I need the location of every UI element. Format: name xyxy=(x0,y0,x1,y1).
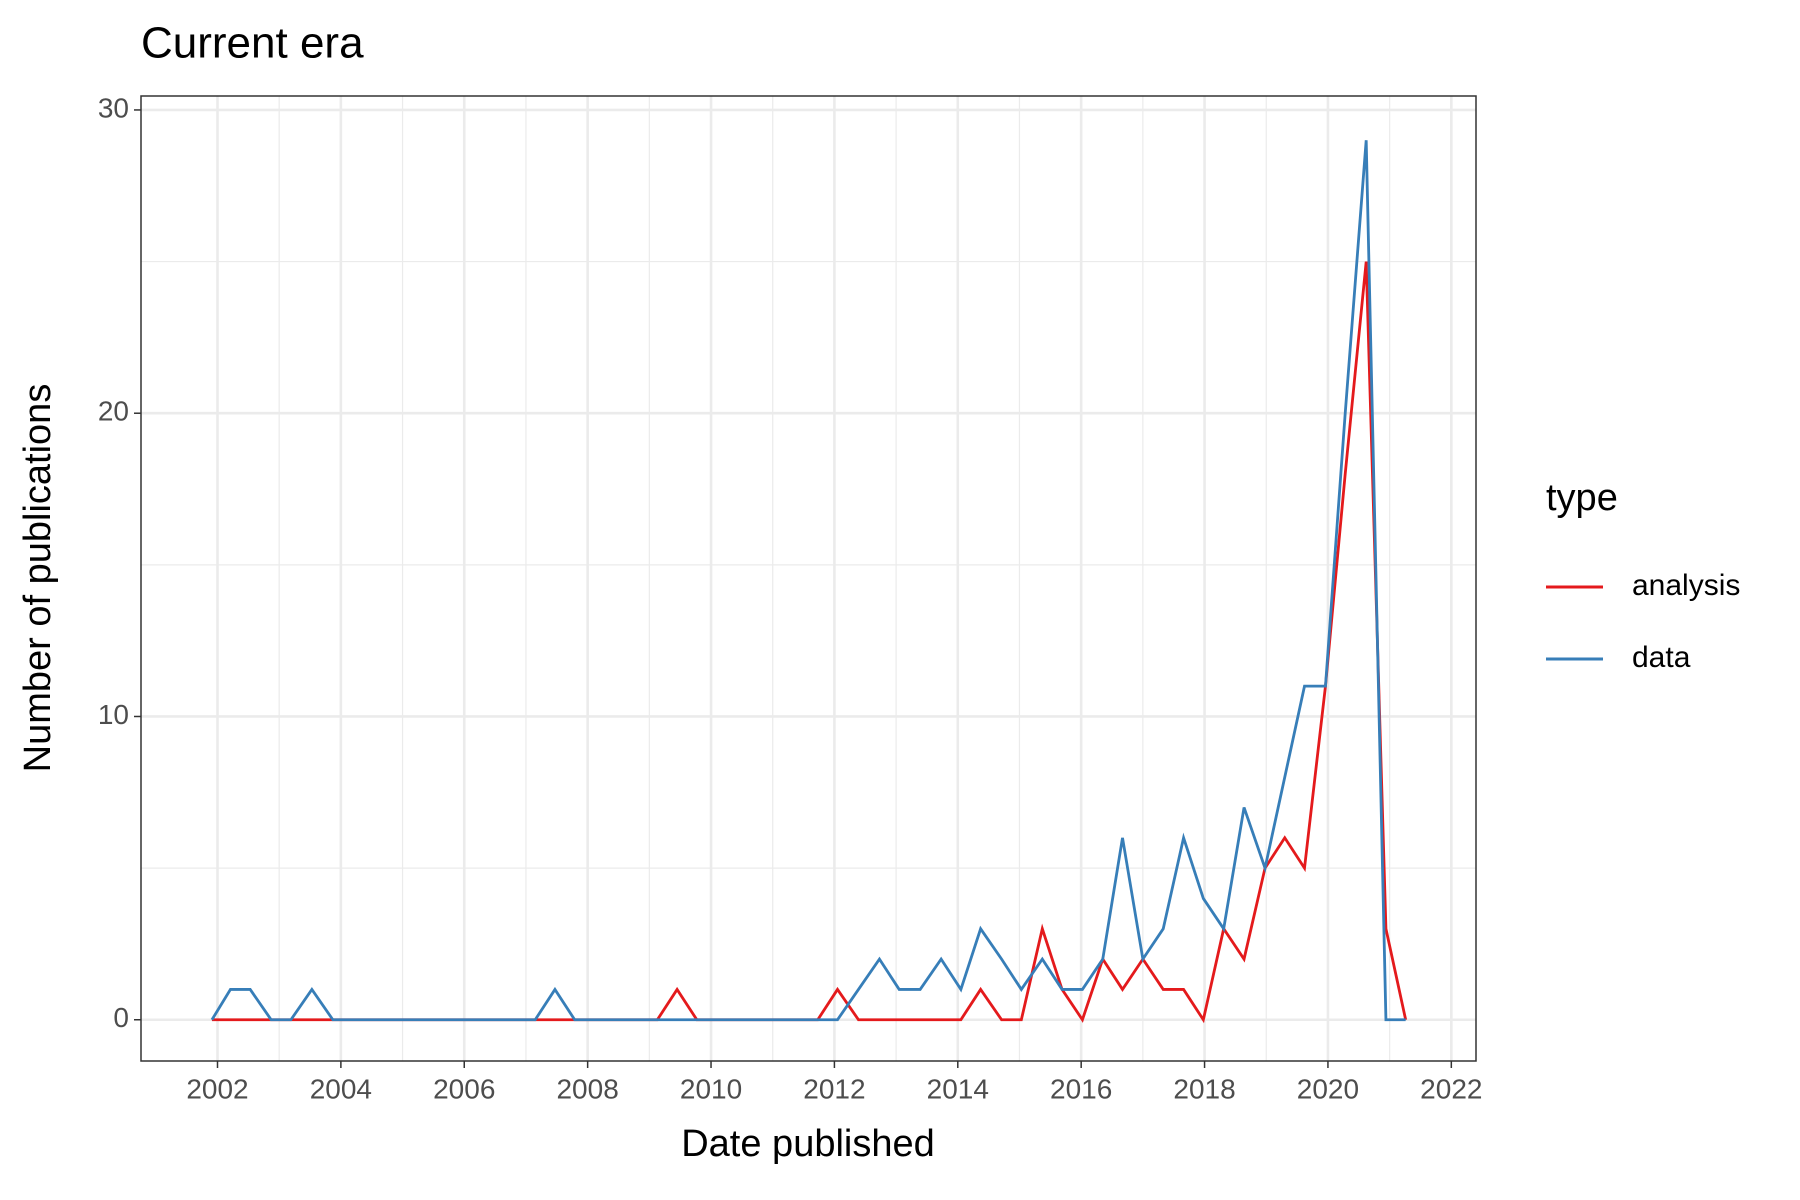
chart-title: Current era xyxy=(141,19,364,68)
x-tick-label: 2002 xyxy=(186,1073,248,1104)
x-tick-label: 2018 xyxy=(1173,1073,1235,1104)
y-axis-label: Number of publications xyxy=(17,384,59,773)
x-tick-label: 2012 xyxy=(803,1073,865,1104)
legend-title: type xyxy=(1546,477,1618,519)
legend-label: data xyxy=(1632,641,1691,674)
y-tick-label: 20 xyxy=(98,396,129,427)
x-tick-label: 2010 xyxy=(680,1073,742,1104)
y-tick-label: 30 xyxy=(98,92,129,123)
x-tick-label: 2016 xyxy=(1050,1073,1112,1104)
x-axis-label: Date published xyxy=(681,1123,935,1165)
x-tick-label: 2020 xyxy=(1297,1073,1359,1104)
line xyxy=(210,140,1406,1022)
y-tick-label: 0 xyxy=(113,1002,129,1033)
x-tick-label: 2004 xyxy=(310,1073,372,1104)
x-tick-label: 2008 xyxy=(556,1073,618,1104)
x-tick-label: 2014 xyxy=(927,1073,989,1104)
x-tick-label: 2022 xyxy=(1420,1073,1482,1104)
x-tick-label: 2006 xyxy=(433,1073,495,1104)
plot-border xyxy=(140,95,1477,1062)
y-tick-label: 10 xyxy=(98,699,129,730)
legend-label: analysis xyxy=(1632,569,1740,602)
